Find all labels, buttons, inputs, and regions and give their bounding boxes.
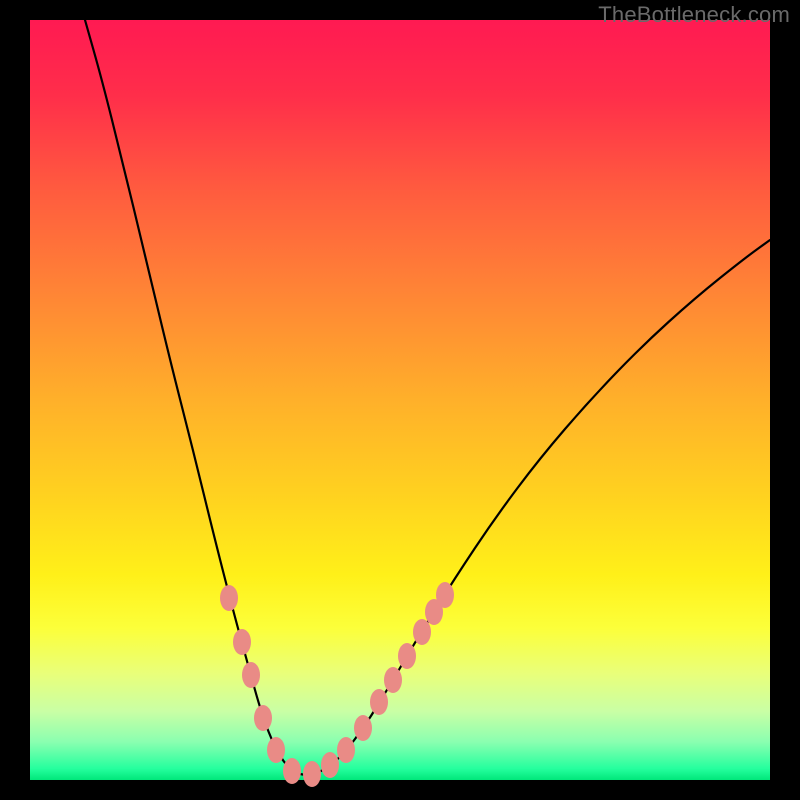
curve-marker [436,582,454,608]
curve-marker [242,662,260,688]
curve-marker [267,737,285,763]
curve-marker [370,689,388,715]
curve-marker [354,715,372,741]
curve-marker [254,705,272,731]
watermark-text: TheBottleneck.com [598,2,790,28]
curve-marker [233,629,251,655]
curve-marker [384,667,402,693]
curve-marker [283,758,301,784]
curve-marker [303,761,321,787]
curve-marker [220,585,238,611]
curve-marker [337,737,355,763]
curve-marker [321,752,339,778]
curve-marker [413,619,431,645]
chart-svg [30,20,770,780]
curve-marker [398,643,416,669]
chart-plot-area [30,20,770,780]
